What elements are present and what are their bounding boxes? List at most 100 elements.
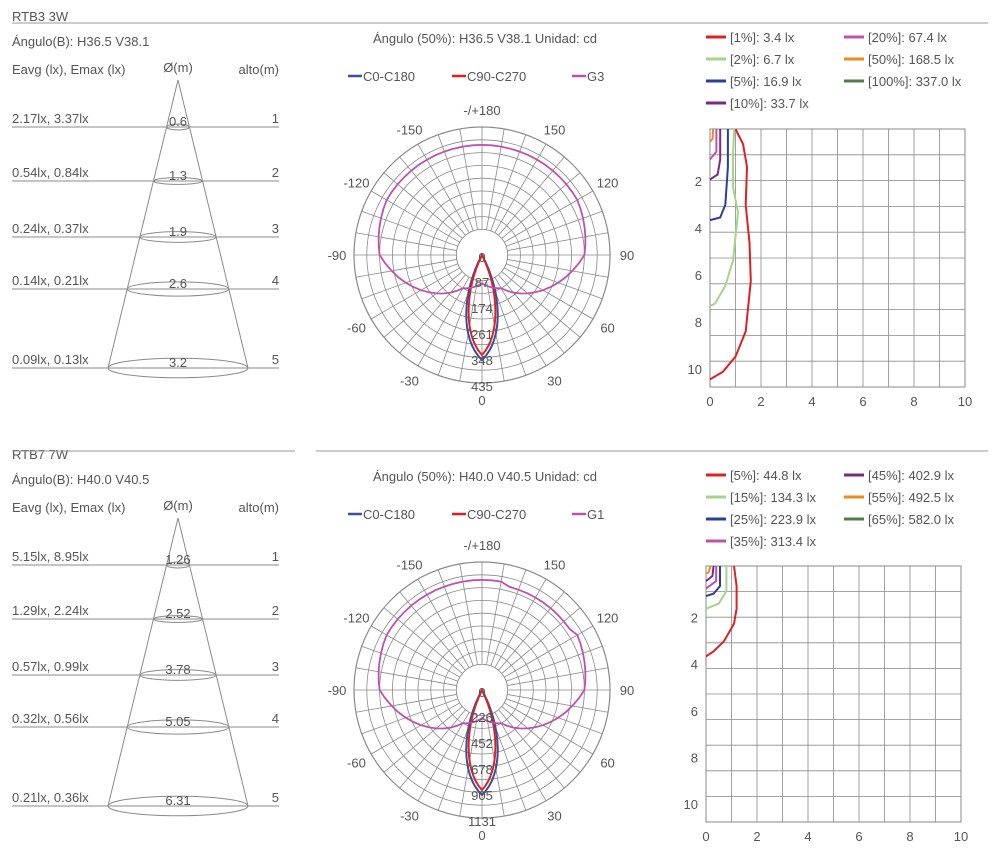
isolux-curve	[709, 129, 729, 222]
height-header: alto(m)	[239, 62, 279, 77]
isolux-x-tick: 6	[859, 394, 866, 409]
isolux-legend-item: [55%]: 492.5 lx	[844, 490, 954, 505]
polar-angle-label: -150	[396, 557, 422, 572]
cone-diagram: Ángulo(B): H36.5 V38.1 Eavg (lx), Emax (l…	[12, 34, 279, 379]
polar-legend-item: G3	[572, 69, 604, 84]
polar-spoke	[507, 694, 609, 713]
panel-1: RTB3 3W Ángulo(B): H36.5 V38.1 Eavg (lx), …	[12, 9, 988, 409]
isolux-legend-item: [10%]: 33.7 lx	[706, 96, 809, 111]
legend-label: [5%]: 44.8 lx	[730, 468, 802, 483]
polar-curve-g	[377, 143, 587, 295]
panel-title: RTB3 3W	[12, 9, 69, 24]
legend-label: [2%]: 6.7 lx	[730, 52, 795, 67]
polar-radial-label: 452	[471, 736, 493, 751]
isolux-legend-item: [5%]: 44.8 lx	[706, 468, 802, 483]
polar-radial-label: 174	[471, 301, 493, 316]
legend-label: [50%]: 168.5 lx	[868, 52, 954, 67]
cone-diameter-value: 2.52	[165, 606, 190, 621]
legend-label: [45%]: 402.9 lx	[868, 468, 954, 483]
polar-angle-label: -90	[328, 683, 347, 698]
isolux-y-tick: 4	[691, 657, 698, 672]
polar-curve-c90-c270	[467, 687, 497, 792]
isolux-x-tick: 0	[702, 829, 709, 844]
legend-label: [15%]: 134.3 lx	[730, 490, 816, 505]
legend-label: [10%]: 33.7 lx	[730, 96, 809, 111]
legend-label: C90-C270	[467, 507, 526, 522]
cone-lux-value: 2.17lx, 3.37lx	[12, 111, 89, 126]
polar-spoke	[370, 267, 461, 320]
isolux-legend-item: [45%]: 402.9 lx	[844, 468, 954, 483]
polar-header: Ángulo (50%): H36.5 V38.1 Unidad: cd	[373, 31, 597, 46]
cone-height-value: 5	[272, 790, 279, 805]
isolux-x-tick: 0	[706, 394, 713, 409]
polar-angle-label: 0	[478, 828, 485, 843]
polar-spoke	[361, 645, 459, 682]
polar-angle-label: -150	[396, 122, 422, 137]
isolux-curve	[705, 566, 718, 590]
isolux-legend-item: [65%]: 582.0 lx	[844, 512, 954, 527]
polar-spoke	[494, 578, 547, 669]
cone-ellipse	[166, 123, 190, 131]
polar-spoke	[355, 694, 457, 713]
legend-label: [25%]: 223.9 lx	[730, 512, 816, 527]
polar-radial-label: 905	[471, 788, 493, 803]
cone-ellipse	[139, 669, 217, 681]
cone-edge-right	[177, 79, 249, 369]
polar-angle-label: -/+180	[463, 538, 500, 553]
cone-lux-value: 0.32lx, 0.56lx	[12, 711, 89, 726]
isolux-x-tick: 4	[804, 829, 811, 844]
isolux-y-tick: 2	[695, 174, 702, 189]
polar-spoke	[507, 259, 609, 278]
polar-spoke	[498, 591, 565, 671]
isolux-x-tick: 8	[910, 394, 917, 409]
cone-edge-right	[177, 517, 249, 807]
polar-legend-item: C0-C180	[348, 507, 415, 522]
polar-spoke	[498, 709, 565, 789]
polar-legend-item: C90-C270	[452, 507, 526, 522]
polar-spoke	[501, 271, 581, 338]
polar-radial-label: 87	[475, 275, 489, 290]
isolux-diagram: [5%]: 44.8 lx [45%]: 402.9 lx [15%]: 134.3…	[684, 468, 969, 844]
polar-spoke	[503, 267, 594, 320]
isolux-legend-item: [5%]: 16.9 lx	[706, 74, 802, 89]
polar-radial-label: 226	[471, 710, 493, 725]
cone-diameter-value: 6.31	[165, 793, 190, 808]
polar-spoke	[498, 274, 565, 354]
legend-label: [55%]: 492.5 lx	[868, 490, 954, 505]
cone-height-value: 4	[272, 711, 279, 726]
polar-spoke	[490, 569, 527, 667]
polar-spoke	[505, 698, 603, 735]
cone-lux-value: 5.15lx, 8.95lx	[12, 549, 89, 564]
polar-spoke	[486, 280, 505, 382]
cone-diameter-value: 0.6	[169, 114, 187, 129]
polar-spoke	[503, 702, 594, 755]
polar-angle-label: 90	[620, 248, 634, 263]
cone-height-value: 5	[272, 352, 279, 367]
cone-angle-text: Ángulo(B): H40.0 V40.5	[12, 472, 149, 487]
isolux-curve	[705, 566, 721, 598]
isolux-y-tick: 4	[695, 221, 702, 236]
polar-spoke	[494, 276, 547, 367]
cone-height-value: 1	[272, 111, 279, 126]
polar-angle-label: 150	[544, 557, 566, 572]
polar-spoke	[417, 143, 470, 234]
isolux-y-tick: 10	[684, 797, 698, 812]
polar-header: Ángulo (50%): H40.0 V40.5 Unidad: cd	[373, 469, 597, 484]
cone-diagram: Ángulo(B): H40.0 V40.5 Eavg (lx), Emax (l…	[12, 472, 279, 817]
height-header: alto(m)	[239, 500, 279, 515]
polar-radial-label: 1131	[468, 814, 496, 829]
polar-angle-label: -30	[400, 809, 419, 824]
polar-spoke	[459, 715, 478, 817]
cone-diameter-value: 1.9	[169, 224, 187, 239]
cone-lux-value: 0.57lx, 0.99lx	[12, 659, 89, 674]
isolux-x-tick: 4	[808, 394, 815, 409]
isolux-x-tick: 10	[958, 394, 972, 409]
polar-legend-item: C0-C180	[348, 69, 415, 84]
cone-lux-value: 1.29lx, 2.24lx	[12, 603, 89, 618]
cone-ellipse	[152, 615, 204, 623]
polar-angle-label: 30	[547, 374, 561, 389]
cone-lux-value: 0.14lx, 0.21lx	[12, 273, 89, 288]
eavg-header: Eavg (lx), Emax (lx)	[12, 62, 125, 77]
isolux-curve	[709, 128, 740, 307]
